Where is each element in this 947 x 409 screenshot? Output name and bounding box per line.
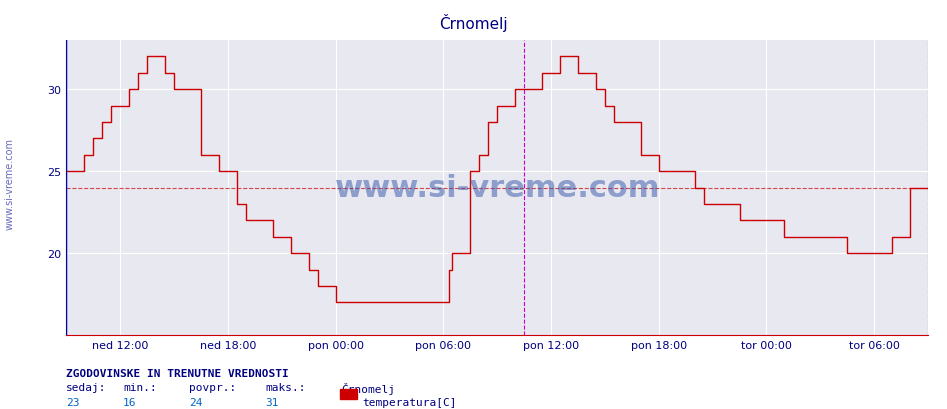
Text: sedaj:: sedaj: [66, 382, 107, 392]
Text: 23: 23 [66, 397, 80, 407]
Text: 16: 16 [123, 397, 136, 407]
Text: 31: 31 [265, 397, 278, 407]
Text: Črnomelj: Črnomelj [439, 14, 508, 32]
Text: www.si-vreme.com: www.si-vreme.com [334, 174, 660, 202]
Text: temperatura[C]: temperatura[C] [362, 397, 456, 407]
Text: 24: 24 [189, 397, 203, 407]
Text: ZGODOVINSKE IN TRENUTNE VREDNOSTI: ZGODOVINSKE IN TRENUTNE VREDNOSTI [66, 368, 289, 378]
Text: www.si-vreme.com: www.si-vreme.com [5, 138, 15, 230]
Text: maks.:: maks.: [265, 382, 306, 392]
Text: povpr.:: povpr.: [189, 382, 237, 392]
Text: Črnomelj: Črnomelj [341, 382, 395, 394]
Text: min.:: min.: [123, 382, 157, 392]
